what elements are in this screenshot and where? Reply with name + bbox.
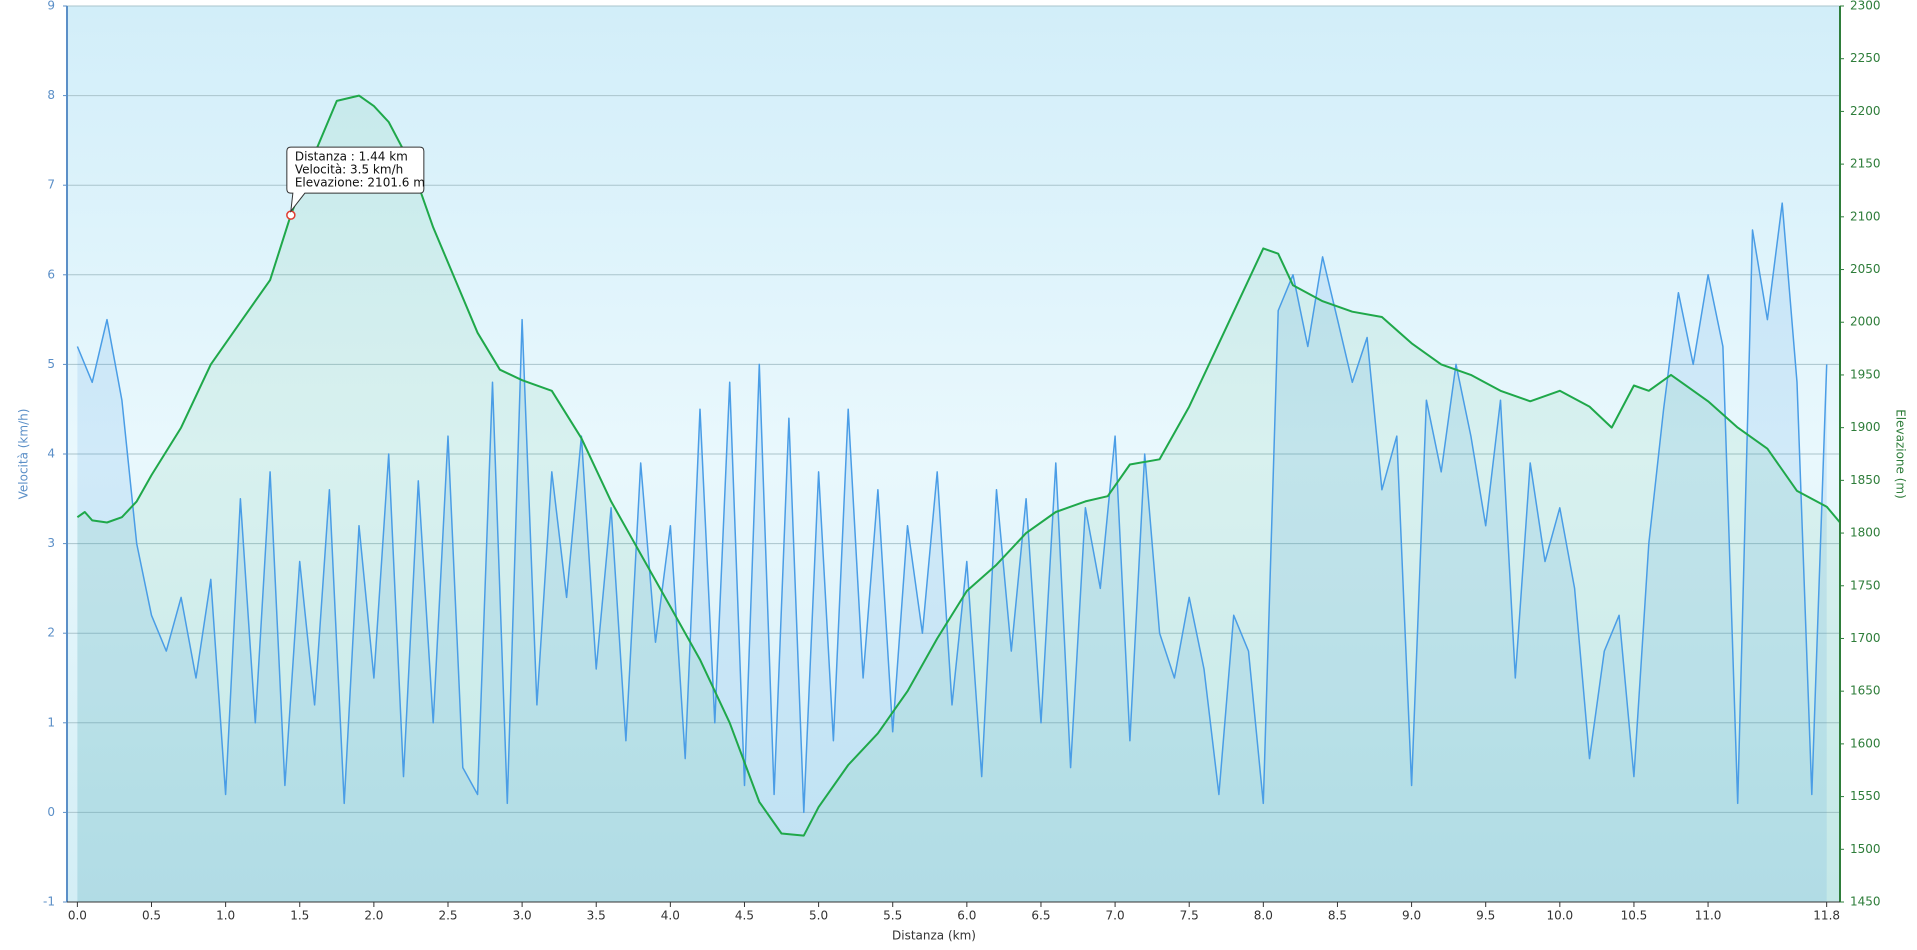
y2-tick-label: 1450 xyxy=(1850,895,1881,909)
y-tick-label: 5 xyxy=(47,357,55,371)
series-area xyxy=(77,95,1840,903)
x-tick-label: 6.5 xyxy=(1031,909,1050,923)
y-tick-label: 2 xyxy=(47,626,55,640)
y2-tick-label: 1750 xyxy=(1850,578,1881,592)
tooltip-text: Velocità: 3.5 km/h xyxy=(295,163,403,177)
y-tick-label: 0 xyxy=(47,805,55,819)
y2-tick-label: 1900 xyxy=(1850,420,1881,434)
x-tick-label: 4.0 xyxy=(661,909,680,923)
annotation-marker xyxy=(286,210,296,220)
x-tick-label: 9.5 xyxy=(1476,909,1495,923)
y2-tick-label: 2050 xyxy=(1850,262,1881,276)
x-tick-label: 5.0 xyxy=(809,909,828,923)
series-line xyxy=(76,202,1828,814)
x-tick-label: 0.5 xyxy=(142,909,161,923)
y2-tick-label: 1800 xyxy=(1850,526,1881,540)
x-tick-label: 8.5 xyxy=(1328,909,1347,923)
y-tick-label: 7 xyxy=(47,178,55,192)
x-tick-label: 9.0 xyxy=(1402,909,1421,923)
y2-tick-label: 1550 xyxy=(1850,789,1881,803)
y-tick-label: 4 xyxy=(47,447,55,461)
y-tick-label: 9 xyxy=(47,0,55,13)
x-tick-label: 11.0 xyxy=(1695,909,1722,923)
y-axis-title: Velocità (km/h) xyxy=(17,409,31,500)
x-tick-label: 11.8 xyxy=(1813,909,1840,923)
y2-tick-label: 2300 xyxy=(1850,0,1881,13)
y2-tick-label: 1650 xyxy=(1850,684,1881,698)
y-tick-label: 8 xyxy=(47,88,55,102)
y-tick-label: 3 xyxy=(47,536,55,550)
x-tick-label: 4.5 xyxy=(735,909,754,923)
y2-tick-label: 1600 xyxy=(1850,736,1881,750)
y2-tick-label: 1700 xyxy=(1850,631,1881,645)
y2-axis-title: Elevazione (m) xyxy=(1894,409,1908,499)
y-tick-label: 1 xyxy=(47,715,55,729)
y2-tick-label: 1950 xyxy=(1850,367,1881,381)
x-tick-label: 6.0 xyxy=(957,909,976,923)
y2-tick-label: 2200 xyxy=(1850,104,1881,118)
y-tick-label: -1 xyxy=(43,895,55,909)
x-tick-label: 5.5 xyxy=(883,909,902,923)
y2-tick-label: 1500 xyxy=(1850,842,1881,856)
tooltip-box xyxy=(286,146,425,213)
tooltip-text: Distanza : 1.44 km xyxy=(295,150,408,164)
y2-tick-label: 2150 xyxy=(1850,157,1881,171)
x-tick-label: 10.0 xyxy=(1546,909,1573,923)
x-axis-title: Distanza (km) xyxy=(892,929,976,943)
x-tick-label: 7.0 xyxy=(1106,909,1125,923)
x-tick-label: 2.5 xyxy=(438,909,457,923)
y2-tick-label: 2000 xyxy=(1850,315,1881,329)
y-tick-label: 6 xyxy=(47,267,55,281)
x-tick-label: 2.0 xyxy=(364,909,383,923)
x-tick-label: 1.5 xyxy=(290,909,309,923)
x-tick-label: 3.5 xyxy=(587,909,606,923)
series-area xyxy=(77,203,1827,903)
y2-tick-label: 1850 xyxy=(1850,473,1881,487)
x-tick-label: 3.0 xyxy=(513,909,532,923)
x-tick-label: 8.0 xyxy=(1254,909,1273,923)
tooltip-text: Elevazione: 2101.6 m xyxy=(295,176,425,190)
x-tick-label: 10.5 xyxy=(1621,909,1648,923)
x-tick-label: 1.0 xyxy=(216,909,235,923)
y2-tick-label: 2250 xyxy=(1850,51,1881,65)
x-tick-label: 0.0 xyxy=(68,909,87,923)
y2-tick-label: 2100 xyxy=(1850,209,1881,223)
x-tick-label: 7.5 xyxy=(1180,909,1199,923)
